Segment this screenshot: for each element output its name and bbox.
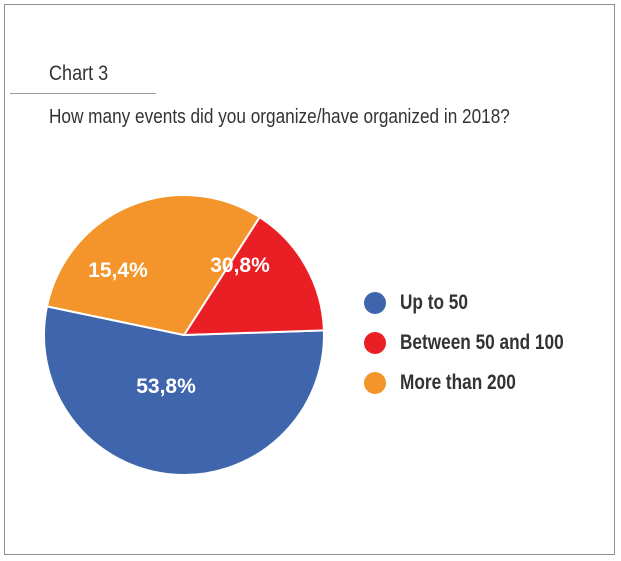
chart-question: How many events did you organize/have or… <box>49 106 510 128</box>
legend-swatch <box>364 292 386 314</box>
pie-slice-3 <box>45 194 261 337</box>
pie-slice-1 <box>43 305 325 476</box>
pie-slice-label-1: 53,8% <box>136 375 196 398</box>
pie-slice-label-2: 15,4% <box>88 259 148 282</box>
legend-swatch <box>364 332 386 354</box>
legend-label: Up to 50 <box>400 291 468 314</box>
legend-item-more-than-200: More than 200 <box>364 363 600 403</box>
chart-number: Chart 3 <box>49 62 109 85</box>
legend: Up to 50 Between 50 and 100 More than 20… <box>364 283 600 403</box>
pie-slice-2 <box>182 215 325 337</box>
legend-label: More than 200 <box>400 371 516 394</box>
legend-swatch <box>364 372 386 394</box>
legend-item-up-to-50: Up to 50 <box>364 283 600 323</box>
legend-label: Between 50 and 100 <box>400 331 564 354</box>
title-divider <box>10 93 156 94</box>
pie-slice-label-3: 30,8% <box>210 254 270 277</box>
legend-item-between-50-and-100: Between 50 and 100 <box>364 323 600 363</box>
